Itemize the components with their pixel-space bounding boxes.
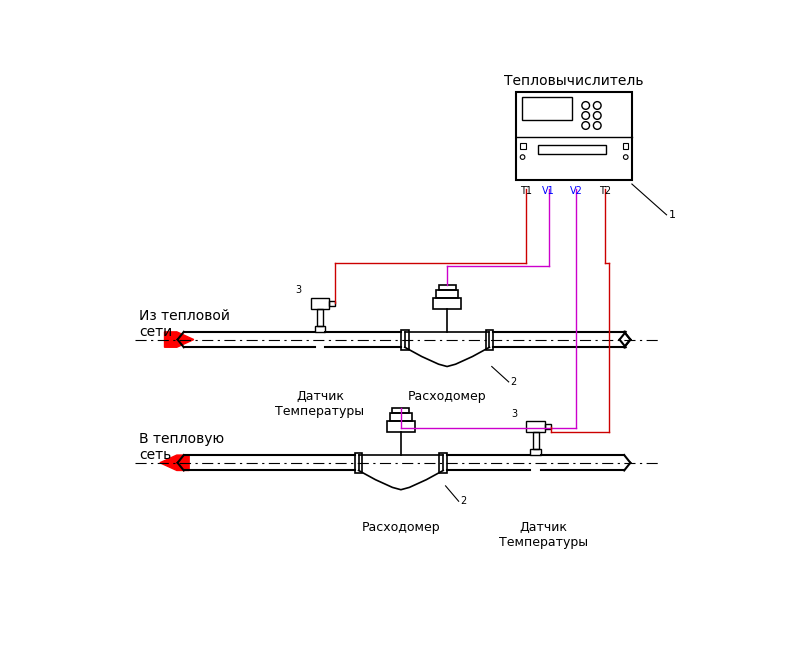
FancyArrow shape: [165, 332, 194, 347]
Text: В тепловую
сеть: В тепловую сеть: [139, 432, 224, 463]
Bar: [526, 421, 545, 432]
Text: Расходомер: Расходомер: [361, 520, 440, 533]
Bar: [485, 330, 493, 349]
Bar: [439, 453, 447, 473]
Bar: [387, 421, 415, 432]
Bar: [311, 298, 329, 308]
Bar: [516, 91, 632, 180]
Text: Датчик
Температуры: Датчик Температуры: [499, 520, 588, 548]
Bar: [545, 424, 551, 429]
FancyArrow shape: [160, 455, 189, 470]
Text: Из тепловой
сети: Из тепловой сети: [139, 309, 230, 340]
Text: Датчик
Температуры: Датчик Температуры: [275, 389, 365, 417]
Bar: [390, 413, 412, 421]
Bar: [355, 453, 362, 473]
Bar: [315, 326, 325, 332]
Text: T1: T1: [520, 185, 532, 196]
Bar: [317, 308, 323, 326]
Bar: [401, 330, 409, 349]
Bar: [433, 298, 461, 308]
Bar: [392, 408, 409, 413]
Text: 2: 2: [510, 377, 517, 387]
Bar: [436, 290, 458, 298]
Text: V1: V1: [542, 185, 555, 196]
Bar: [623, 143, 628, 148]
Bar: [520, 143, 525, 148]
Text: 2: 2: [460, 496, 466, 506]
Text: Расходомер: Расходомер: [408, 389, 486, 402]
Bar: [439, 285, 455, 290]
Text: 3: 3: [295, 285, 301, 295]
Bar: [329, 301, 335, 306]
Bar: [530, 449, 541, 455]
Text: V2: V2: [570, 185, 583, 196]
Text: 3: 3: [511, 408, 517, 419]
Text: Тепловычислитель: Тепловычислитель: [504, 74, 644, 87]
Bar: [538, 145, 606, 154]
Text: T2: T2: [599, 185, 611, 196]
Bar: [522, 97, 572, 120]
Text: 1: 1: [669, 210, 676, 220]
Bar: [533, 432, 539, 449]
